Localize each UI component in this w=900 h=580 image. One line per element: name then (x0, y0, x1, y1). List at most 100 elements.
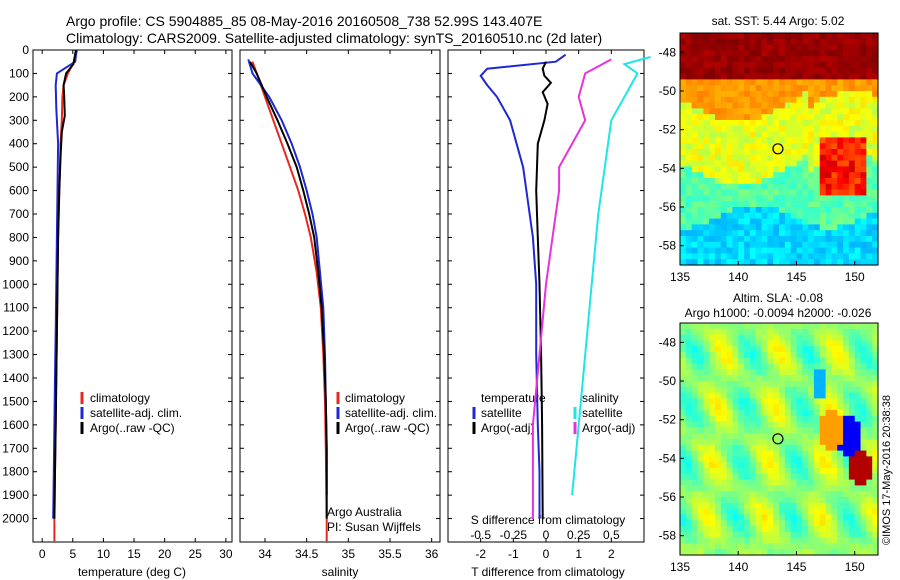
map-cell (802, 120, 809, 127)
map-cell (837, 357, 844, 365)
map-cell (854, 497, 862, 504)
map-cell (779, 346, 786, 353)
map-cell (697, 526, 704, 533)
map-cell (837, 520, 844, 527)
map-cell (744, 218, 751, 225)
map-cell (860, 224, 867, 231)
map-cell (808, 508, 815, 515)
map-cell (709, 33, 716, 40)
map-cell (825, 328, 833, 336)
map-cell (732, 375, 739, 382)
map-cell (714, 125, 722, 133)
map-cell (866, 67, 873, 75)
map-cell (866, 386, 873, 394)
map-cell (831, 352, 838, 359)
map-cell (726, 160, 734, 167)
map-cell (784, 415, 792, 423)
map-cell (843, 120, 850, 127)
map-cell (732, 56, 739, 63)
map-cell (860, 450, 867, 457)
map-cell (860, 236, 867, 243)
map-cell (755, 131, 763, 138)
temperature-legend: climatology satellite-adj. clim. Argo(..… (80, 391, 182, 435)
map-cell (714, 241, 722, 249)
map-cell (796, 514, 803, 521)
map-cell (761, 502, 768, 510)
map-cell (779, 56, 786, 63)
map-cell (796, 404, 803, 411)
map-cell (779, 183, 786, 191)
map-cell (790, 444, 798, 452)
map-cell (790, 549, 798, 556)
map-cell (813, 497, 821, 504)
map-cell (685, 357, 693, 365)
map-cell (755, 178, 763, 185)
map-cell (825, 386, 833, 394)
map-cell (749, 102, 757, 109)
map-cell (720, 497, 728, 504)
map-cell (843, 85, 850, 92)
map-cell (854, 334, 862, 341)
map-cell (808, 67, 815, 75)
map-cell (749, 381, 757, 388)
map-cell (796, 108, 803, 115)
map-cell (709, 79, 716, 86)
map-cell (714, 62, 722, 69)
map-cell (744, 230, 751, 237)
map-cell (837, 415, 844, 423)
map-cell (703, 224, 710, 231)
map-cell (813, 230, 821, 237)
map-cell (726, 334, 734, 341)
map-cell (697, 404, 704, 411)
map-cell (796, 253, 803, 260)
map-cell (720, 543, 728, 550)
map-cell (819, 404, 827, 411)
map-cell (779, 160, 786, 167)
map-cell (720, 352, 728, 359)
map-cell (860, 154, 867, 162)
map-cell (779, 96, 786, 104)
map-cell (825, 514, 833, 521)
map-cell (802, 91, 809, 98)
map-cell (802, 421, 809, 428)
map-cell (779, 85, 786, 92)
depth-tick-label: 400 (9, 137, 29, 151)
map-cell (680, 328, 687, 336)
map-cell (819, 520, 827, 527)
map-cell (848, 259, 856, 266)
map-cell (761, 537, 768, 544)
map-cell (813, 520, 821, 527)
map-cell (866, 241, 873, 249)
map-cell (755, 125, 763, 133)
map-cell (703, 85, 710, 92)
map-cell (767, 149, 774, 156)
map-cell (726, 415, 734, 423)
map-cell (796, 323, 803, 330)
map-cell (691, 508, 699, 515)
map-cell (831, 375, 838, 382)
map-cell (779, 236, 786, 243)
map-cell (720, 456, 728, 463)
map-cell (831, 462, 838, 469)
map-cell (790, 468, 798, 475)
map-cell (703, 218, 710, 225)
map-cell (703, 456, 710, 463)
map-cell (784, 120, 792, 127)
map-cell (749, 369, 757, 376)
map-cell (691, 491, 699, 498)
map-cell (744, 125, 751, 133)
map-cell (744, 502, 751, 510)
map-cell (854, 85, 862, 92)
map-cell (749, 160, 757, 167)
map-cell (790, 166, 798, 173)
map-cell (726, 375, 734, 382)
map-cell (738, 154, 745, 162)
t-difference-xlabel: T difference from climatology (471, 565, 625, 579)
map-cell (726, 96, 734, 104)
map-cell (761, 224, 768, 231)
map-cell (691, 346, 699, 353)
map-cell (749, 444, 757, 452)
map-cell (726, 537, 734, 544)
map-cell (691, 514, 699, 521)
map-cell (831, 137, 838, 144)
